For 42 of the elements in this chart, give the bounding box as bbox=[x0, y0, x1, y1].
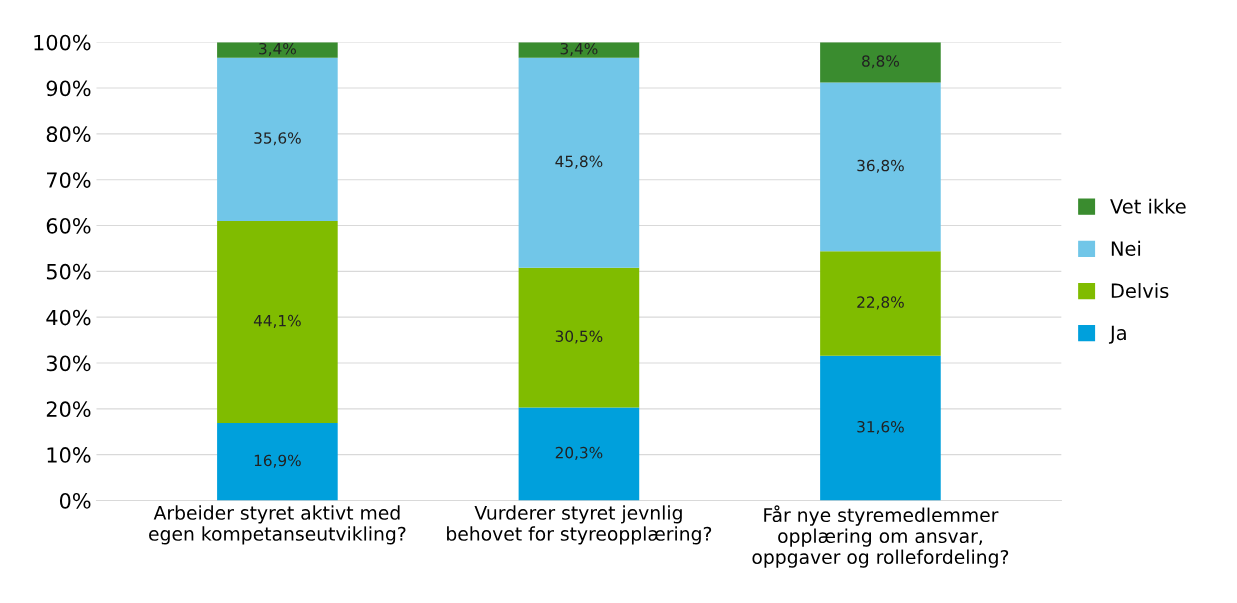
bar bbox=[217, 220, 338, 424]
data-label: 8,8% bbox=[862, 55, 899, 69]
legend-label: Vet ikke bbox=[1110, 198, 1186, 214]
bar bbox=[518, 57, 640, 268]
y-tick-label: 80% bbox=[46, 126, 91, 143]
y-tick-label: 0% bbox=[59, 492, 91, 509]
data-label: 3,4% bbox=[259, 42, 296, 56]
data-label: 31,6% bbox=[857, 420, 904, 435]
bar bbox=[217, 423, 338, 501]
legend-label: Nei bbox=[1111, 240, 1141, 256]
x-tick-label: Vurderer styret jevnlig behovet for styreopplæring? bbox=[447, 505, 712, 545]
bar bbox=[820, 42, 941, 83]
bar bbox=[518, 267, 640, 408]
data-label: 30,5% bbox=[555, 330, 603, 344]
data-label: 45,8% bbox=[555, 155, 603, 169]
data-label: 3,4% bbox=[560, 42, 598, 56]
x-tick-label: Arbeider styret aktivt med egen kompetanseutvikling? bbox=[149, 505, 406, 545]
bar bbox=[518, 42, 640, 58]
data-label: 16,9% bbox=[254, 454, 301, 468]
y-tick-label: 60% bbox=[46, 217, 91, 234]
bar bbox=[820, 355, 941, 501]
y-tick-label: 70% bbox=[47, 172, 91, 188]
bar bbox=[820, 82, 941, 252]
y-tick-label: 40% bbox=[46, 309, 91, 326]
data-label: 20,3% bbox=[555, 446, 603, 460]
y-tick-label: 20% bbox=[46, 401, 91, 418]
y-tick-label: 100% bbox=[34, 34, 91, 51]
y-tick-label: 50% bbox=[46, 263, 91, 280]
bar bbox=[518, 407, 640, 501]
legend-label: Delvis bbox=[1111, 283, 1169, 299]
legend-label: Ja bbox=[1108, 325, 1126, 344]
data-label: 35,6% bbox=[254, 132, 301, 146]
y-tick-label: 90% bbox=[46, 80, 91, 97]
bar bbox=[217, 57, 338, 221]
data-label: 44,1% bbox=[253, 314, 301, 328]
data-label: 36,8% bbox=[857, 159, 904, 173]
x-tick-label: Får nye styremedlemmer opplæring om ansvar, oppgaver og rollefordeling? bbox=[752, 505, 1009, 568]
y-tick-label: 10% bbox=[47, 447, 91, 463]
y-tick-label: 30% bbox=[46, 355, 91, 372]
bar bbox=[820, 251, 941, 356]
bar bbox=[217, 42, 338, 58]
data-label: 22,8% bbox=[857, 296, 904, 310]
